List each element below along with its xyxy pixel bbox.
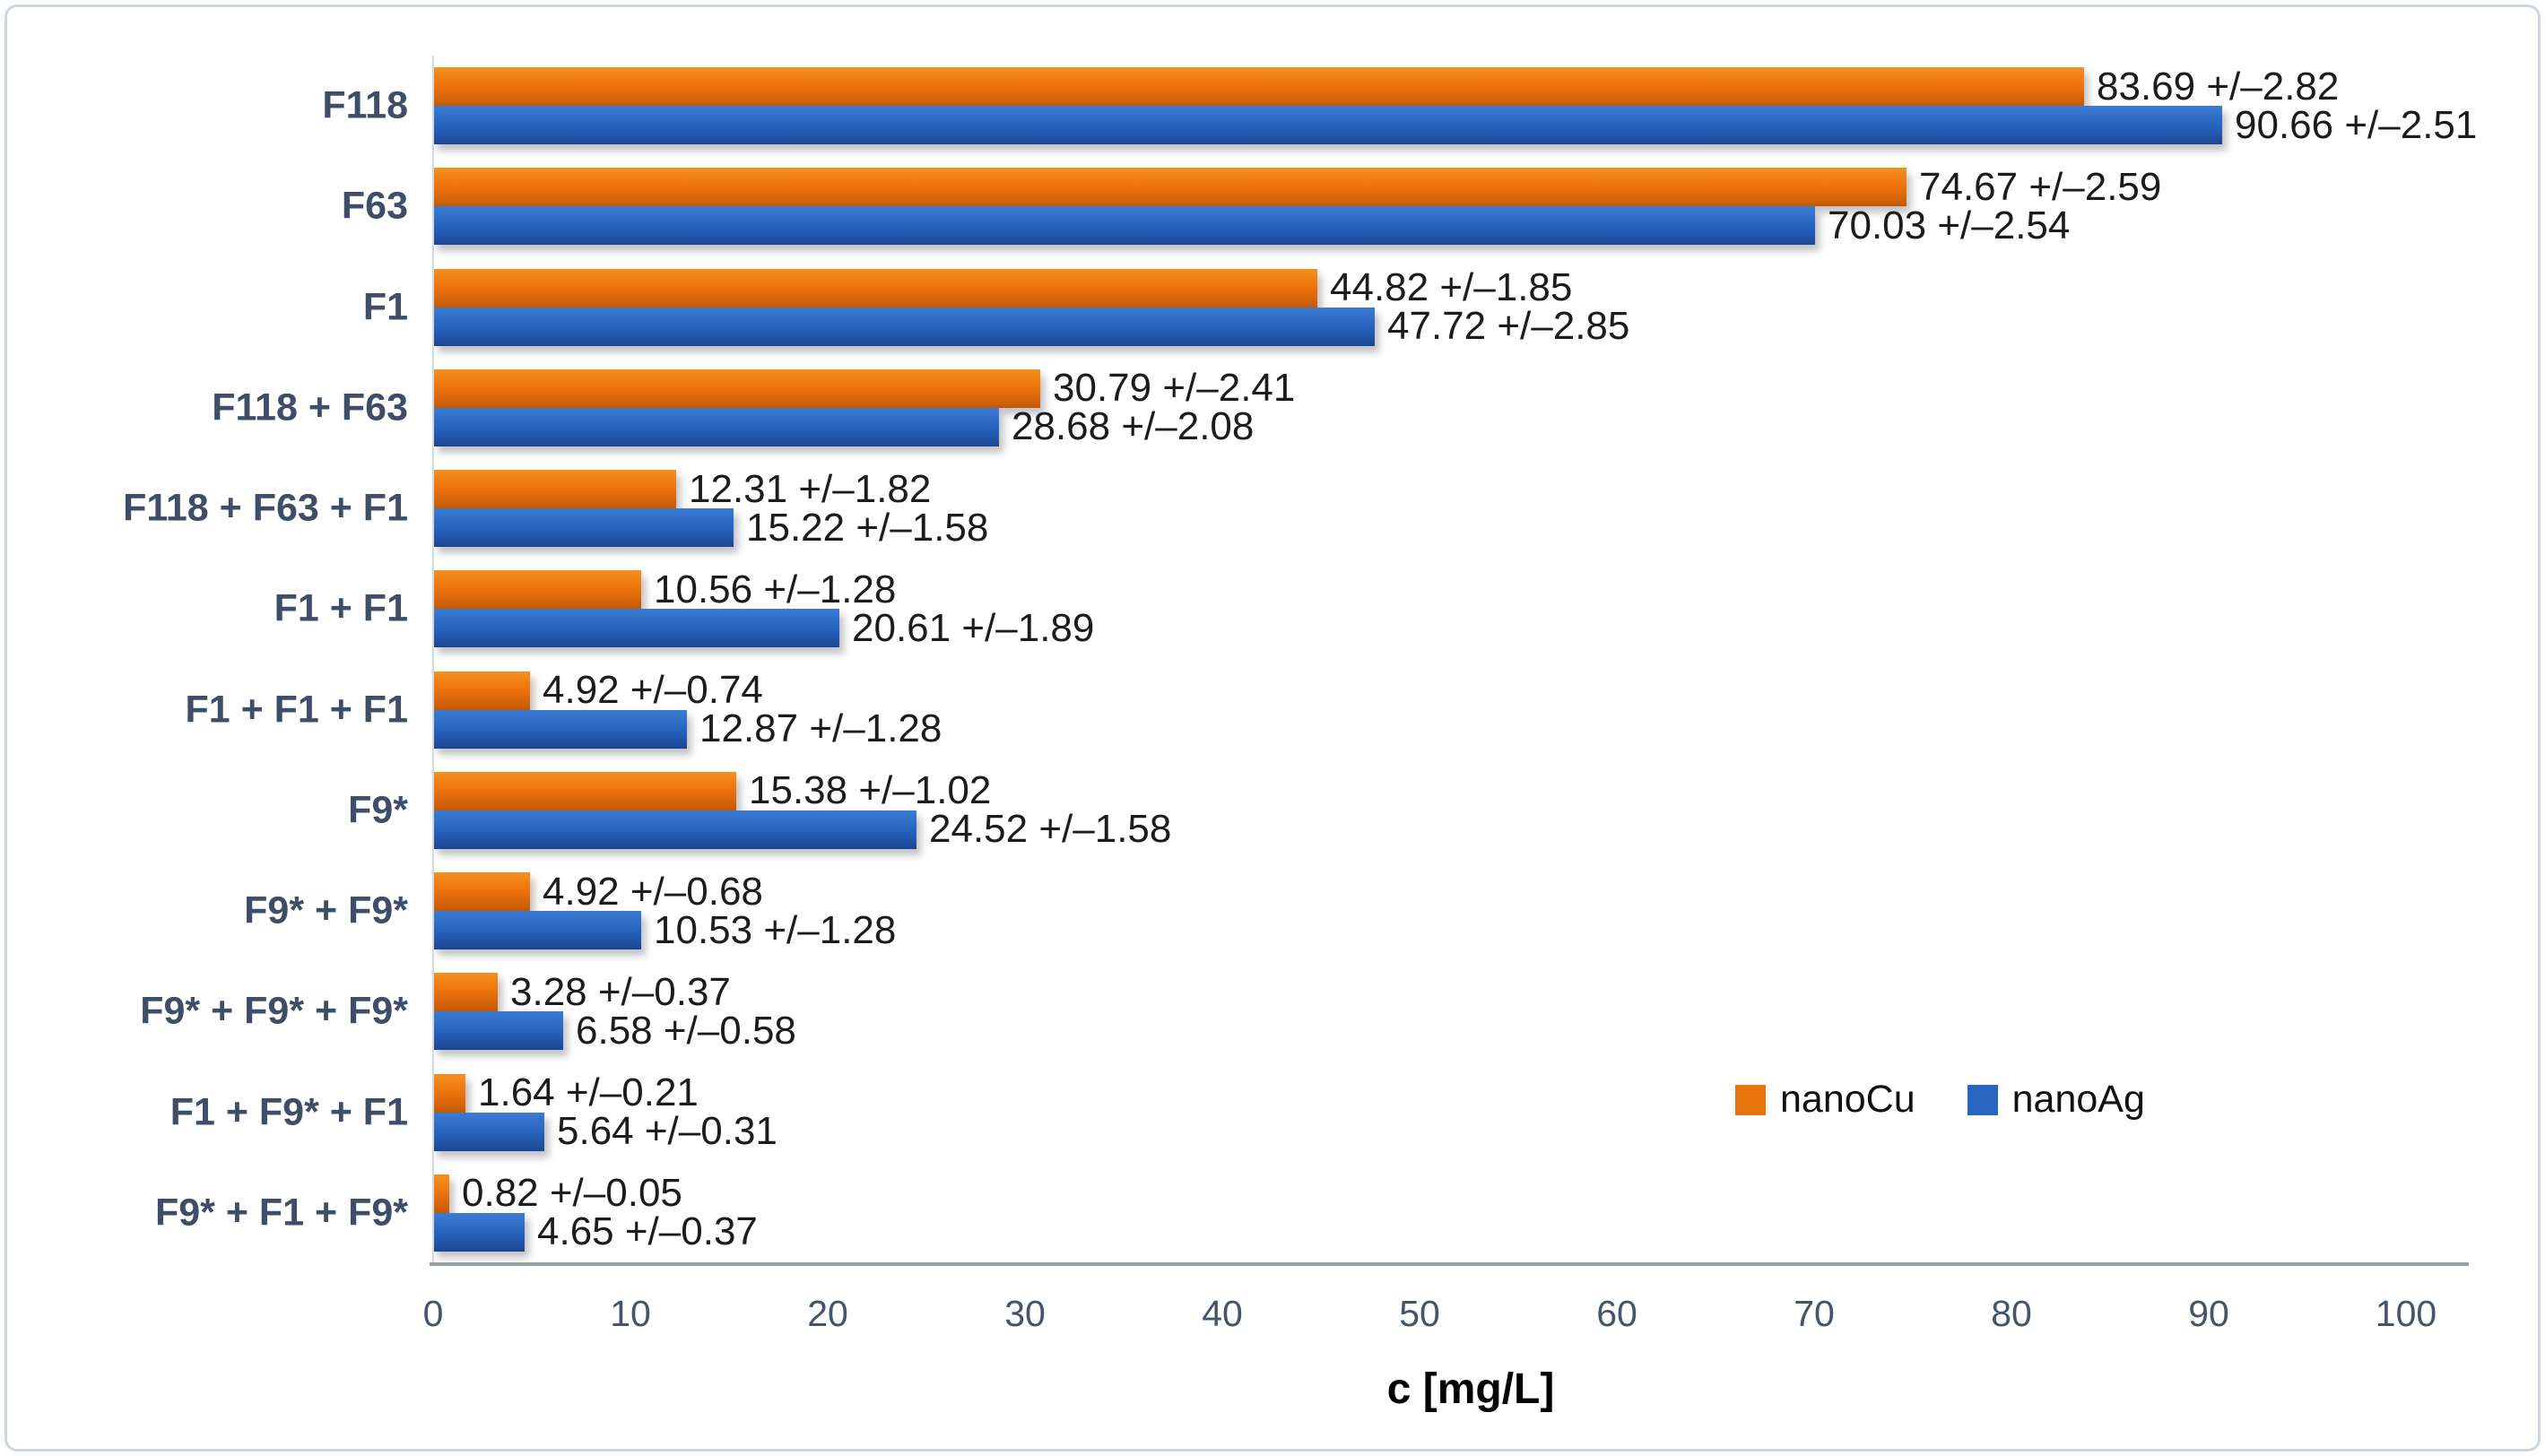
x-tick-label: 0 — [422, 1293, 444, 1334]
nanoCu-value-label: 15.38 +/–1.02 — [749, 768, 992, 813]
nanoAg-value-label: 24.52 +/–1.58 — [929, 807, 1172, 852]
nanoAg-value-label: 5.64 +/–0.31 — [557, 1109, 777, 1154]
nanoCu-bar — [433, 671, 530, 710]
legend-entry-nanocu: nanoCu — [1735, 1078, 1915, 1122]
nanoCu-value-label: 10.56 +/–1.28 — [654, 567, 897, 611]
nanoCu-bar — [433, 1073, 465, 1113]
nanoCu-value-label: 0.82 +/–0.05 — [462, 1171, 682, 1216]
nanoCu-value-label: 12.31 +/–1.82 — [689, 466, 932, 511]
nanoAg-bar — [433, 206, 1815, 246]
x-axis-title: c [mg/L] — [1386, 1365, 1555, 1413]
nanoAg-bar — [433, 307, 1375, 346]
category-label: F118 + F63 + F1 — [123, 486, 408, 530]
nanoAg-bar — [433, 1212, 525, 1252]
nanoAg-bar — [433, 508, 734, 548]
nanoAg-value-label: 10.53 +/–1.28 — [654, 907, 897, 952]
x-tick-label: 10 — [610, 1293, 651, 1334]
nanoCu-bar — [433, 368, 1040, 408]
nanoCu-bar — [433, 470, 676, 509]
legend: nanoCu nanoAg — [1735, 1078, 2145, 1122]
nanoCu-bar — [433, 872, 530, 912]
x-tick-label: 50 — [1399, 1293, 1440, 1334]
nanoAg-bar — [433, 609, 839, 648]
x-tick-label: 100 — [2375, 1293, 2437, 1334]
nanoAg-value-label: 12.87 +/–1.28 — [699, 706, 942, 751]
nanoag-swatch-icon — [1967, 1084, 1998, 1115]
category-label: F118 + F63 — [212, 386, 408, 429]
x-tick-label: 40 — [1202, 1293, 1243, 1334]
category-label: F9* + F9* + F9* — [140, 989, 408, 1033]
category-label: F9* + F9* — [244, 888, 408, 932]
nanoCu-bar — [433, 973, 498, 1012]
nanoAg-bar — [433, 106, 2222, 145]
nanoCu-value-label: 4.92 +/–0.68 — [543, 869, 763, 914]
nanoAg-value-label: 4.65 +/–0.37 — [537, 1209, 758, 1254]
nanoCu-bar — [433, 168, 1907, 207]
x-tick-label: 30 — [1004, 1293, 1046, 1334]
x-tick-label: 60 — [1596, 1293, 1637, 1334]
nanoCu-value-label: 4.92 +/–0.74 — [543, 668, 763, 713]
legend-label-nanoag: nanoAg — [2011, 1078, 2145, 1121]
nanoCu-value-label: 44.82 +/–1.85 — [1330, 265, 1573, 310]
x-axis-line — [430, 1262, 2469, 1266]
nanoCu-bar — [433, 1174, 449, 1213]
x-tick-label: 20 — [807, 1293, 848, 1334]
nanoCu-bar — [433, 570, 641, 610]
nanoAg-bar — [433, 1112, 544, 1151]
nanoAg-value-label: 28.68 +/–2.08 — [1012, 404, 1255, 449]
nanoAg-bar — [433, 911, 641, 950]
nanoCu-value-label: 3.28 +/–0.37 — [510, 969, 731, 1014]
y-axis-line — [432, 56, 434, 1263]
category-label: F1 + F1 + F1 — [185, 688, 408, 732]
figure-border — [4, 4, 2541, 1452]
nanocu-swatch-icon — [1735, 1084, 1766, 1115]
nanoAg-bar — [433, 1011, 563, 1051]
nanoCu-value-label: 30.79 +/–2.41 — [1053, 366, 1296, 411]
nanoAg-bar — [433, 810, 916, 849]
nanoAg-value-label: 47.72 +/–2.85 — [1387, 304, 1630, 349]
nanoAg-value-label: 20.61 +/–1.89 — [852, 605, 1095, 650]
category-label: F63 — [341, 184, 408, 228]
nanoCu-bar — [433, 771, 736, 810]
x-tick-label: 90 — [2188, 1293, 2229, 1334]
category-label: F9* + F1 + F9* — [154, 1191, 408, 1235]
category-label: F118 — [322, 83, 408, 127]
category-label: F9* — [348, 788, 408, 832]
nanoAg-value-label: 70.03 +/–2.54 — [1828, 203, 2071, 247]
nanoAg-bar — [433, 709, 687, 749]
x-tick-label: 70 — [1794, 1293, 1835, 1334]
nanoCu-bar — [433, 67, 2084, 107]
category-label: F1 — [362, 285, 408, 329]
legend-entry-nanoag: nanoAg — [1967, 1078, 2145, 1122]
nanoAg-value-label: 15.22 +/–1.58 — [746, 505, 989, 550]
nanoAg-value-label: 6.58 +/–0.58 — [576, 1008, 796, 1053]
x-tick-label: 80 — [1991, 1293, 2032, 1334]
nanoAg-bar — [433, 407, 999, 446]
nanoAg-value-label: 90.66 +/–2.51 — [2235, 102, 2478, 147]
category-label: F1 + F9* + F1 — [169, 1090, 408, 1134]
nanoCu-value-label: 1.64 +/–0.21 — [478, 1070, 699, 1115]
nanoCu-value-label: 83.69 +/–2.82 — [2097, 64, 2340, 108]
legend-label-nanocu: nanoCu — [1780, 1078, 1915, 1121]
nanoCu-bar — [433, 268, 1317, 308]
nanoCu-value-label: 74.67 +/–2.59 — [1919, 164, 2162, 209]
category-label: F1 + F1 — [274, 586, 408, 630]
